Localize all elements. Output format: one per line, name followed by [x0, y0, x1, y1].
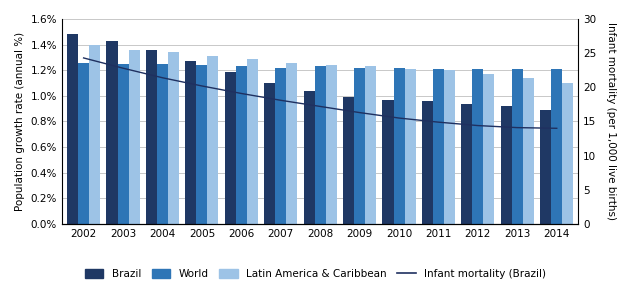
- Bar: [168, 52, 179, 224]
- Bar: [264, 83, 275, 224]
- Bar: [107, 41, 117, 224]
- Bar: [236, 66, 247, 224]
- Bar: [247, 59, 258, 224]
- Y-axis label: Population growth rate (annual %): Population growth rate (annual %): [15, 32, 25, 211]
- Bar: [473, 69, 483, 224]
- Bar: [208, 56, 218, 224]
- Bar: [343, 97, 354, 224]
- Bar: [225, 72, 236, 224]
- Bar: [562, 83, 574, 224]
- Bar: [512, 69, 523, 224]
- Legend: Brazil, World, Latin America & Caribbean, Infant mortality (Brazil): Brazil, World, Latin America & Caribbean…: [81, 266, 550, 282]
- Bar: [78, 63, 89, 224]
- Bar: [422, 101, 433, 224]
- Bar: [117, 64, 129, 224]
- Bar: [157, 64, 168, 224]
- Bar: [483, 74, 495, 224]
- Bar: [501, 106, 512, 224]
- Bar: [382, 100, 394, 224]
- Bar: [304, 91, 315, 224]
- Bar: [365, 66, 376, 224]
- Bar: [551, 69, 562, 224]
- Bar: [404, 69, 416, 224]
- Bar: [354, 68, 365, 224]
- Bar: [523, 78, 534, 224]
- Y-axis label: Infant mortality (per 1,000 live births): Infant mortality (per 1,000 live births): [606, 23, 616, 221]
- Bar: [186, 61, 196, 224]
- Bar: [540, 110, 551, 224]
- Bar: [326, 65, 337, 224]
- Bar: [433, 69, 444, 224]
- Bar: [394, 68, 404, 224]
- Bar: [444, 70, 455, 224]
- Bar: [89, 45, 100, 224]
- Bar: [129, 50, 139, 224]
- Bar: [196, 65, 208, 224]
- Bar: [67, 34, 78, 224]
- Bar: [275, 68, 286, 224]
- Bar: [315, 66, 326, 224]
- Bar: [146, 50, 157, 224]
- Bar: [461, 103, 473, 224]
- Bar: [286, 63, 297, 224]
